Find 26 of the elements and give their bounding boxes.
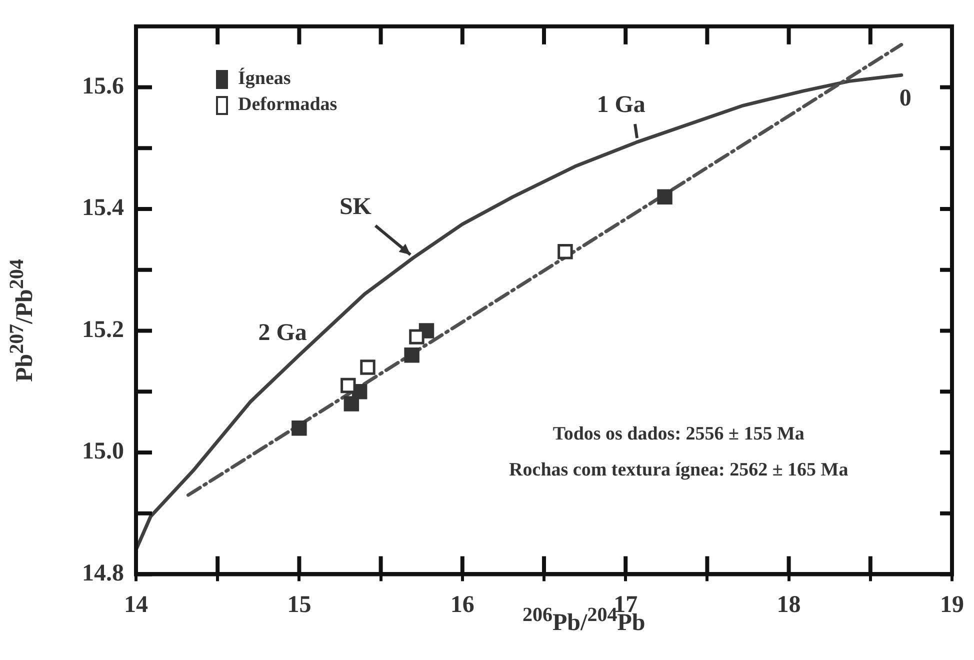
annotation: 1 Ga bbox=[596, 92, 646, 118]
y-tick-label: 14.8 bbox=[82, 560, 124, 586]
point bbox=[657, 189, 672, 204]
annotation: Todos os dados: 2556 ± 155 Ma bbox=[552, 423, 805, 444]
y-tick-label: 15.4 bbox=[82, 195, 124, 222]
annotation: 0 bbox=[899, 85, 912, 112]
point bbox=[409, 329, 424, 344]
point bbox=[340, 378, 356, 394]
point bbox=[558, 244, 573, 260]
legend-label: Deformadas bbox=[238, 94, 338, 116]
point bbox=[292, 420, 307, 436]
annotation: SK bbox=[339, 194, 372, 220]
annotation: Rochas com textura ígnea: 2562 ± 165 Ma bbox=[509, 459, 849, 480]
x-tick-label: 14 bbox=[124, 592, 148, 618]
point bbox=[344, 396, 360, 412]
x-tick-label: 16 bbox=[450, 592, 474, 618]
annotation: 2 Ga bbox=[258, 320, 307, 346]
y-tick-label: 15.6 bbox=[82, 73, 124, 100]
y-tick-label: 15.2 bbox=[82, 316, 124, 343]
y-tick-label: 15.0 bbox=[82, 438, 124, 465]
x-tick-label: 19 bbox=[940, 592, 964, 618]
x-tick-label: 18 bbox=[776, 592, 801, 618]
legend-label: Ígneas bbox=[238, 68, 291, 90]
x-tick-label: 15 bbox=[287, 592, 312, 618]
point bbox=[404, 347, 420, 363]
point bbox=[360, 360, 376, 375]
